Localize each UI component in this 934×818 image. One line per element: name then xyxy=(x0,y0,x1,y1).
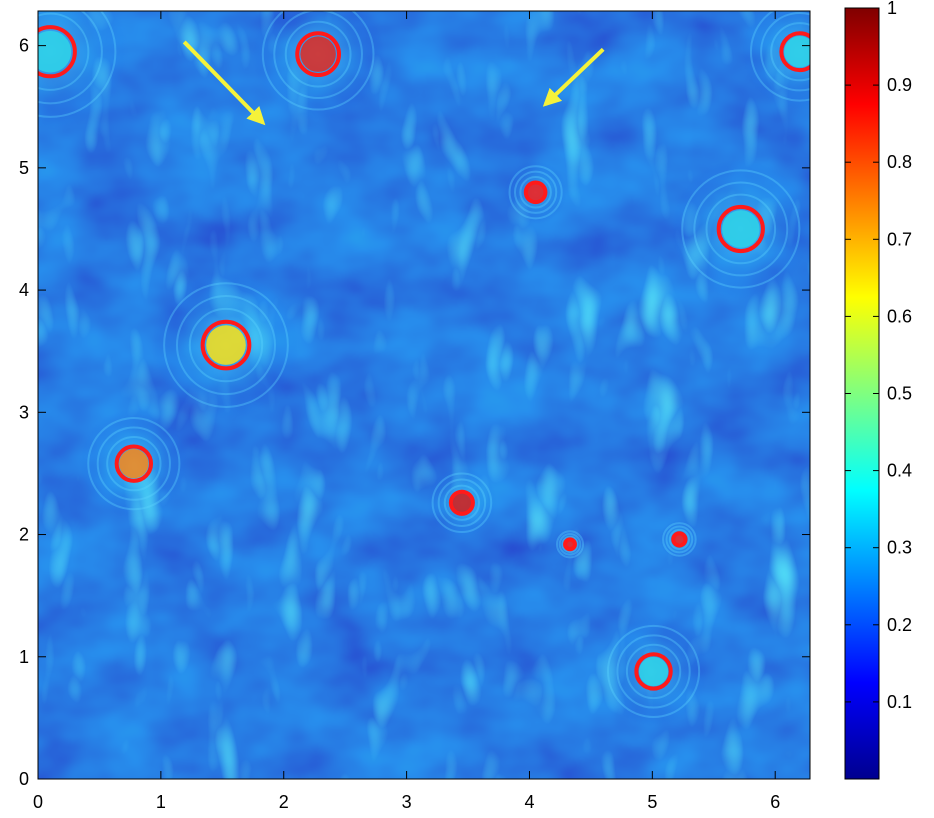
vortex-core xyxy=(119,449,149,479)
vortex-ring xyxy=(508,165,563,220)
colorbar-tick-label: 0.8 xyxy=(887,152,912,172)
colorbar-tick-label: 0.3 xyxy=(887,538,912,558)
colorbar-tick-label: 0.7 xyxy=(887,229,912,249)
colorbar-tick-label: 0.6 xyxy=(887,306,912,326)
colorbar-tick-label: 0.4 xyxy=(887,461,912,481)
x-tick-label: 2 xyxy=(279,792,289,812)
vortex-core xyxy=(674,534,685,545)
vortex-ring xyxy=(561,535,579,553)
y-axis: 0 1 2 3 4 5 6 xyxy=(19,36,810,789)
vortex-contour xyxy=(634,652,673,691)
y-tick-label: 5 xyxy=(19,158,29,178)
vortex-ring xyxy=(681,169,801,289)
x-tick-label: 4 xyxy=(524,792,534,812)
vortex-ring xyxy=(749,11,810,102)
vortex-contour xyxy=(114,444,154,483)
colorbar-tick-label: 0.5 xyxy=(887,384,912,404)
x-tick-label: 1 xyxy=(156,792,166,812)
vortex-core xyxy=(565,540,575,549)
vortex-ring xyxy=(558,532,582,556)
vortex-core xyxy=(452,493,472,513)
colorbar-axis: 0.1 0.2 0.3 0.4 0.5 0.6 0.7 0.8 0.9 1 xyxy=(845,0,912,712)
vortex-ring xyxy=(188,307,264,383)
vortex-ring xyxy=(106,435,162,492)
x-axis: 0 1 2 3 4 5 6 xyxy=(33,11,780,812)
vortex-ring xyxy=(437,478,487,527)
vortex-ring xyxy=(705,193,777,265)
y-tick-label: 1 xyxy=(19,647,29,667)
y-tick-label: 0 xyxy=(19,769,29,789)
colorbar: 0.1 0.2 0.3 0.4 0.5 0.6 0.7 0.8 0.9 1 xyxy=(844,0,912,780)
vortex-ring xyxy=(443,484,481,521)
vortex-ring xyxy=(38,11,103,105)
vortex-ring xyxy=(87,417,181,511)
colorbar-tick-label: 0.9 xyxy=(887,75,912,95)
vortex-contour xyxy=(295,31,342,78)
heatmap-plot: 0 1 2 3 4 5 6 0 1 2 3 4 5 6 xyxy=(19,10,811,812)
vortex-ring xyxy=(38,11,117,118)
vortex-contour xyxy=(200,319,252,371)
vortex-core xyxy=(527,183,544,201)
vortex-contour xyxy=(448,489,475,516)
colorbar-tick-label: 0.1 xyxy=(887,692,912,712)
vortex-ring xyxy=(38,12,90,91)
y-tick-label: 2 xyxy=(19,525,29,545)
vortex-contour xyxy=(523,180,548,205)
vortex-ring xyxy=(96,426,171,501)
vortex-ring xyxy=(606,624,701,719)
vortex-contour xyxy=(671,531,688,548)
colorbar-tick-label: 1 xyxy=(887,0,897,18)
vortex-ring xyxy=(261,11,375,111)
vortex-ring xyxy=(662,522,697,557)
vortex-core xyxy=(38,30,72,73)
annotation-arrow xyxy=(182,40,266,126)
y-tick-label: 6 xyxy=(19,36,29,56)
vortex-contour xyxy=(716,204,765,254)
vortex-ring xyxy=(273,11,363,100)
colorbar-tick-label: 0.2 xyxy=(887,615,912,635)
vortex-ring xyxy=(175,295,277,396)
x-tick-label: 6 xyxy=(770,792,780,812)
vortex-ring xyxy=(284,20,352,88)
vortex-ring xyxy=(616,634,691,709)
vortex-core xyxy=(784,36,810,68)
vortex-ring xyxy=(760,12,810,92)
vortex-contour xyxy=(38,25,77,79)
vortex-contour xyxy=(779,31,810,73)
vortex-ring xyxy=(519,176,552,209)
vortex-ring xyxy=(431,472,493,534)
annotation-arrow xyxy=(542,47,605,107)
vortex-core xyxy=(638,656,669,687)
vortex-ring xyxy=(770,22,810,82)
arrow-layer xyxy=(182,40,605,126)
vortex-ring xyxy=(668,528,690,550)
vortex-ring xyxy=(513,170,558,214)
vortex-ring xyxy=(625,643,682,700)
vortex-ring xyxy=(693,181,789,277)
vortex-ring xyxy=(163,282,289,408)
y-tick-label: 3 xyxy=(19,402,29,422)
y-tick-label: 4 xyxy=(19,280,29,300)
vortex-core xyxy=(300,36,336,72)
vortex-core xyxy=(722,210,760,248)
x-tick-label: 0 xyxy=(33,792,43,812)
vortex-core xyxy=(206,325,246,365)
vortex-contour xyxy=(563,537,577,552)
vortex-layer xyxy=(38,11,810,727)
plot-frame xyxy=(37,10,811,780)
vortex-ring xyxy=(555,530,585,559)
vortex-ring xyxy=(665,525,694,554)
x-tick-label: 3 xyxy=(402,792,412,812)
x-tick-label: 5 xyxy=(647,792,657,812)
